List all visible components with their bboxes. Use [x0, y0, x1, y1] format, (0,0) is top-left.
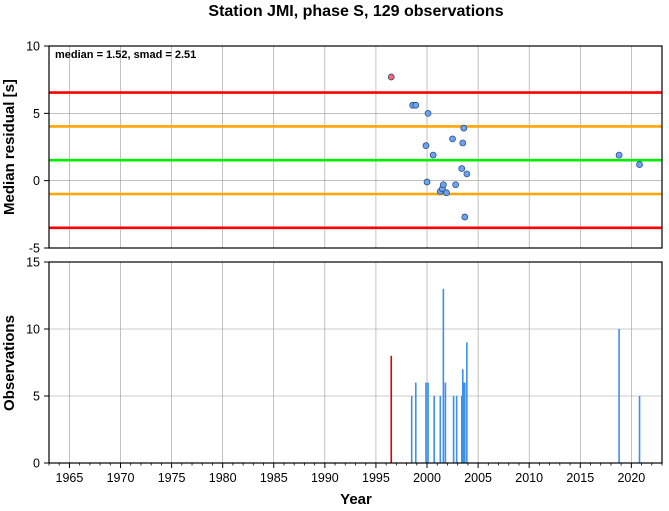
residual-panel-frame: [48, 45, 663, 249]
x-tick-label: 1985: [260, 471, 288, 485]
observation-bar: [442, 288, 445, 463]
observation-bar: [618, 329, 620, 463]
residual-y-tick-label: 10: [26, 40, 40, 54]
observation-bar: [462, 382, 465, 463]
observations-y-tick-label: 15: [26, 256, 40, 270]
residual-point: [463, 170, 471, 178]
observations-y-tick-label: 0: [33, 457, 40, 471]
residual-point: [387, 73, 395, 81]
residual-point: [452, 181, 459, 189]
observation-bar: [425, 382, 427, 463]
observation-bar: [461, 369, 464, 463]
residual-point: [458, 165, 466, 172]
x-tick-label: 2000: [413, 471, 441, 485]
residual-y-axis-label: Median residual [s]: [1, 79, 18, 215]
observations-y-tick-label: 5: [33, 390, 40, 404]
chart-title: Station JMI, phase S, 129 observations: [208, 3, 503, 20]
observation-bar: [433, 396, 435, 463]
x-tick-label: 2010: [515, 471, 543, 485]
observations-grid: [49, 261, 662, 464]
residual-y-tick-label: 5: [33, 107, 40, 121]
x-tick-label: 1970: [107, 471, 135, 485]
observation-bar: [460, 396, 463, 463]
residual-point: [636, 161, 643, 168]
residual-point: [422, 142, 430, 150]
x-tick-label: 2015: [566, 471, 594, 485]
observations-y-ticks: 0 5 10 15: [26, 256, 49, 471]
median-smad-annotation: median = 1.52, smad = 2.51: [55, 49, 196, 61]
residual-point: [440, 181, 447, 189]
observation-bar: [466, 342, 468, 463]
observation-bar: [444, 382, 447, 463]
observation-bar: [638, 396, 641, 463]
residual-point: [412, 101, 420, 109]
observations-y-tick-label: 10: [26, 323, 40, 337]
residual-y-tick-label: 0: [33, 174, 40, 188]
residual-y-tick-label: -5: [29, 242, 40, 256]
reference-lines: [49, 91, 662, 230]
observation-bar: [410, 396, 413, 463]
observation-bars: [390, 288, 641, 463]
observation-bar: [427, 382, 429, 463]
observation-bar: [390, 355, 393, 463]
observation-bar: [464, 382, 466, 463]
observation-bar: [439, 396, 442, 463]
residual-point: [443, 189, 450, 197]
x-tick-label: 1965: [56, 471, 84, 485]
x-axis-label: Year: [340, 491, 372, 508]
residual-panel: median = 1.52, smad = 2.51 -5 0 5 10 Median…: [1, 40, 663, 256]
residual-point: [429, 151, 437, 159]
residual-grid: [49, 45, 662, 249]
residual-point: [459, 139, 467, 147]
year-x-ticks: 1965 1970 1975 1980 1985 1990 1995 2000 2005 2010…: [48, 463, 663, 485]
residual-point: [615, 151, 623, 159]
residual-point: [461, 213, 469, 221]
observation-bar: [414, 382, 417, 463]
residual-point: [424, 109, 432, 117]
residual-point: [449, 135, 456, 143]
residual-points: [387, 73, 643, 221]
x-tick-label: 2020: [617, 471, 645, 485]
observation-bar: [455, 396, 458, 463]
residual-point: [460, 124, 468, 132]
x-tick-label: 2005: [464, 471, 492, 485]
observations-panel-frame: [48, 261, 663, 464]
x-tick-label: 1980: [209, 471, 237, 485]
x-tick-label: 1975: [158, 471, 186, 485]
residual-point: [423, 178, 431, 186]
observation-bar: [452, 396, 455, 463]
x-tick-label: 1995: [362, 471, 390, 485]
observations-y-axis-label: Observations: [1, 315, 18, 411]
residual-y-ticks: -5 0 5 10: [26, 40, 49, 256]
x-tick-label: 1990: [311, 471, 339, 485]
observations-panel: 0 5 10 15 1965 1970 1975 1980 1985 1990 1995 2000 2…: [1, 256, 663, 508]
